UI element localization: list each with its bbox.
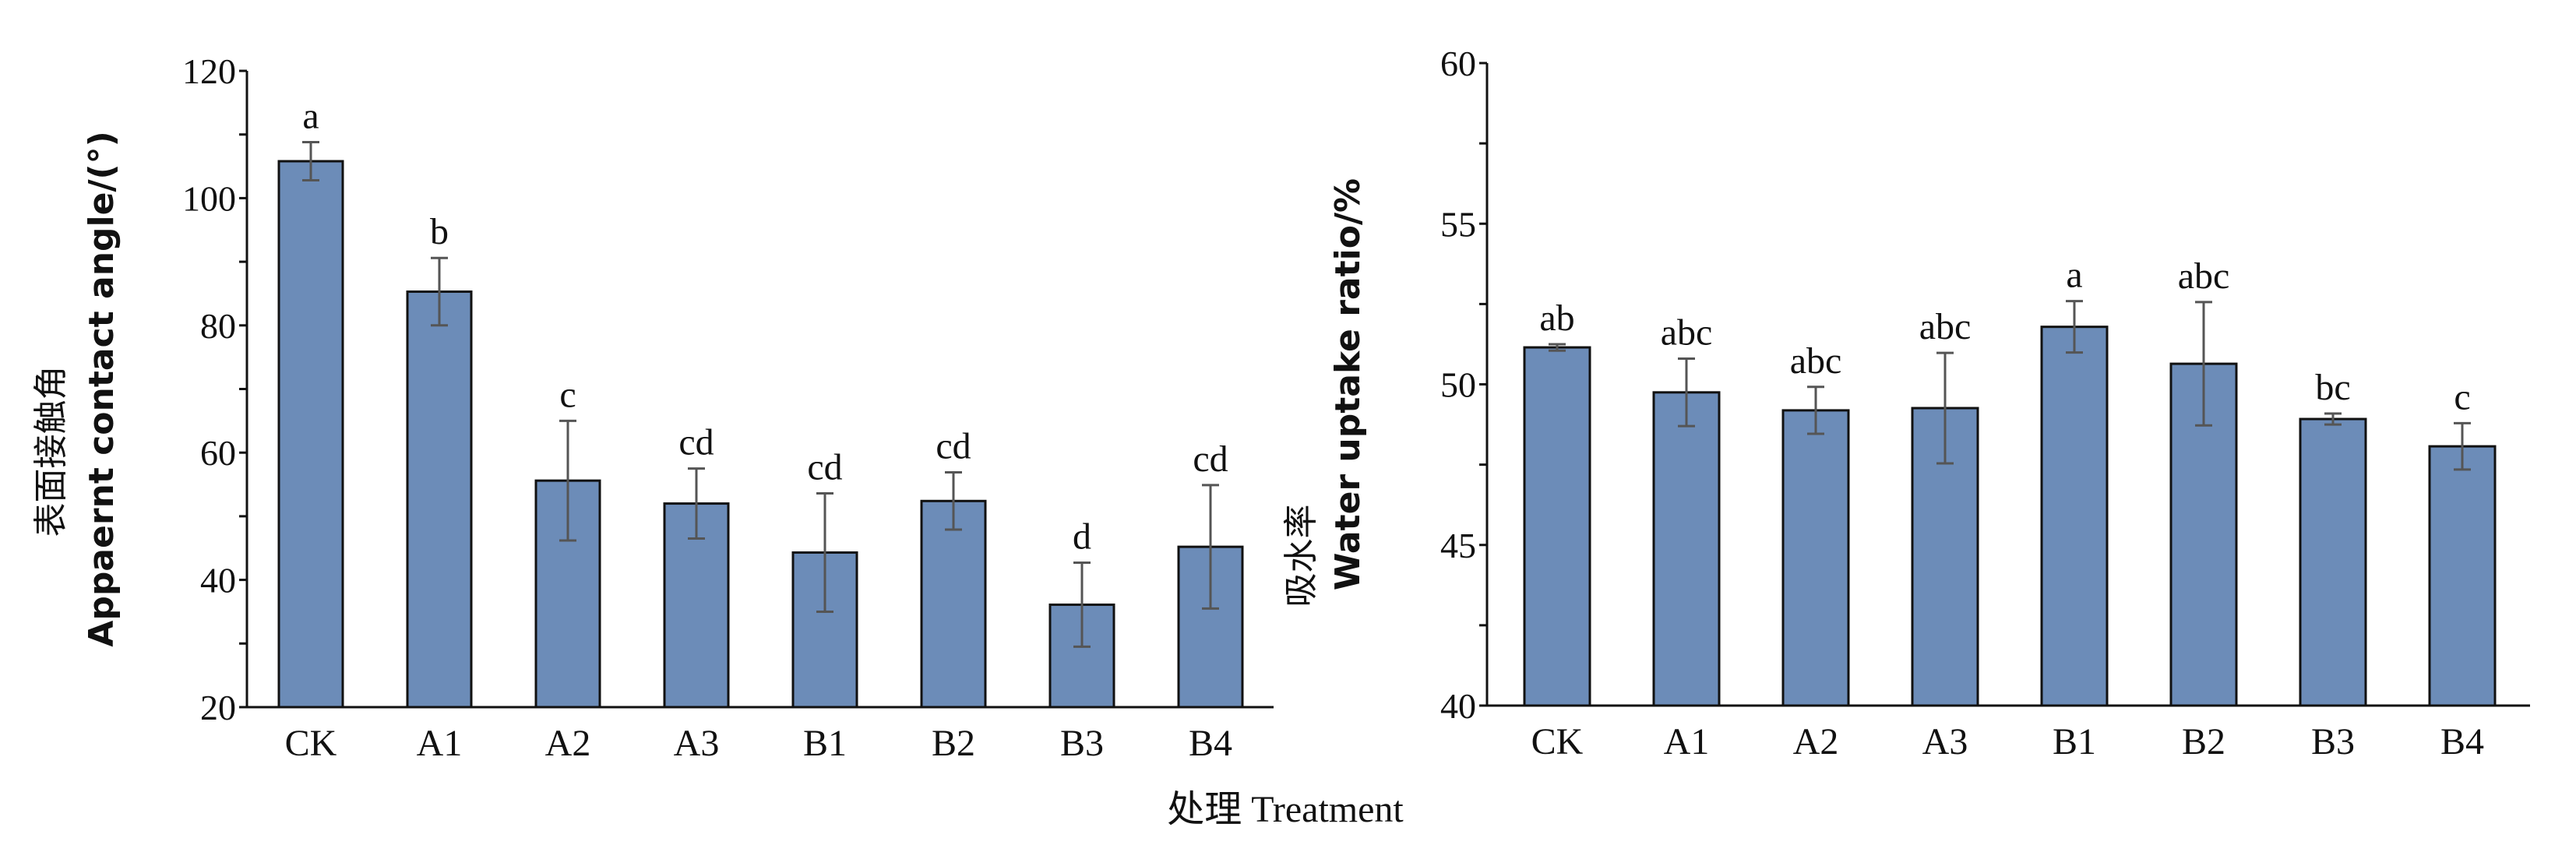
y-tick-label: 100 (182, 178, 236, 218)
y-tick-label: 80 (200, 306, 236, 346)
bar-B1 (2040, 326, 2109, 707)
x-tick-label: A3 (1922, 721, 1968, 762)
bar-B2 (920, 499, 987, 709)
x-tick-label: A3 (674, 723, 720, 764)
y-axis-label: Water uptake ratio/% (1328, 178, 1368, 590)
x-tick-label: A2 (545, 723, 591, 764)
significance-label: c (559, 374, 576, 415)
x-tick-label: B4 (1189, 723, 1232, 764)
y-tick-label: 60 (200, 433, 236, 473)
x-axis-label: 处理 Treatment (1167, 789, 1404, 830)
significance-label: abc (1790, 340, 1842, 382)
bar-A1 (1652, 391, 1721, 707)
significance-label: abc (1661, 312, 1713, 354)
x-tick-label: B1 (2053, 721, 2096, 762)
y-tick-label: 40 (200, 561, 236, 600)
significance-label: a (2066, 255, 2082, 296)
contact-angle-chart: 20 40 60 80 100 120 a CK b A1 c A2 cd A3 cd B1 cd B2 d B3 cd… (31, 51, 1274, 764)
x-tick-label: B2 (932, 723, 975, 764)
significance-label: c (2454, 376, 2470, 417)
y-tick-label: 120 (182, 51, 236, 91)
bar-A2 (1781, 409, 1850, 707)
significance-label: a (302, 96, 319, 137)
significance-label: cd (936, 426, 971, 467)
x-tick-label: A1 (1664, 721, 1710, 762)
significance-label: cd (807, 446, 842, 488)
y-tick-label: 50 (1440, 365, 1476, 405)
x-tick-label: B2 (2182, 721, 2225, 762)
x-tick-label: B3 (2311, 721, 2355, 762)
significance-label: b (430, 211, 449, 252)
bar-B3 (2299, 417, 2367, 707)
bar-CK (1523, 346, 1591, 707)
water-uptake-chart: 40 45 50 55 60 ab CK abc A1 abc A2 abc A3 a B1 abc B2 bc B… (1281, 44, 2530, 762)
bar-A1 (406, 290, 473, 709)
y-axis-label-cn: 表面接触角 (31, 366, 71, 537)
significance-label: ab (1539, 297, 1574, 339)
bar-B4 (2428, 445, 2497, 707)
x-tick-label: CK (285, 723, 337, 764)
significance-label: cd (1193, 438, 1228, 480)
x-tick-label: B3 (1060, 723, 1104, 764)
significance-label: d (1073, 516, 1091, 558)
y-tick-label: 55 (1440, 204, 1476, 244)
x-tick-label: B4 (2440, 721, 2484, 762)
x-tick-label: A1 (417, 723, 463, 764)
significance-label: bc (2315, 367, 2350, 408)
y-tick-label: 60 (1440, 44, 1476, 83)
x-tick-label: B1 (803, 723, 847, 764)
y-tick-label: 40 (1440, 686, 1476, 726)
bar-CK (277, 160, 344, 709)
y-tick-label: 45 (1440, 526, 1476, 565)
y-tick-label: 20 (200, 688, 236, 727)
significance-label: abc (2178, 255, 2230, 297)
significance-label: abc (1919, 306, 1972, 347)
y-axis-label: Appaernt contact angle/(°) (82, 131, 122, 646)
x-tick-label: A2 (1793, 721, 1839, 762)
significance-label: cd (678, 422, 714, 463)
x-tick-label: CK (1531, 721, 1584, 762)
y-axis-label-cn: 吸水率 (1281, 505, 1321, 607)
